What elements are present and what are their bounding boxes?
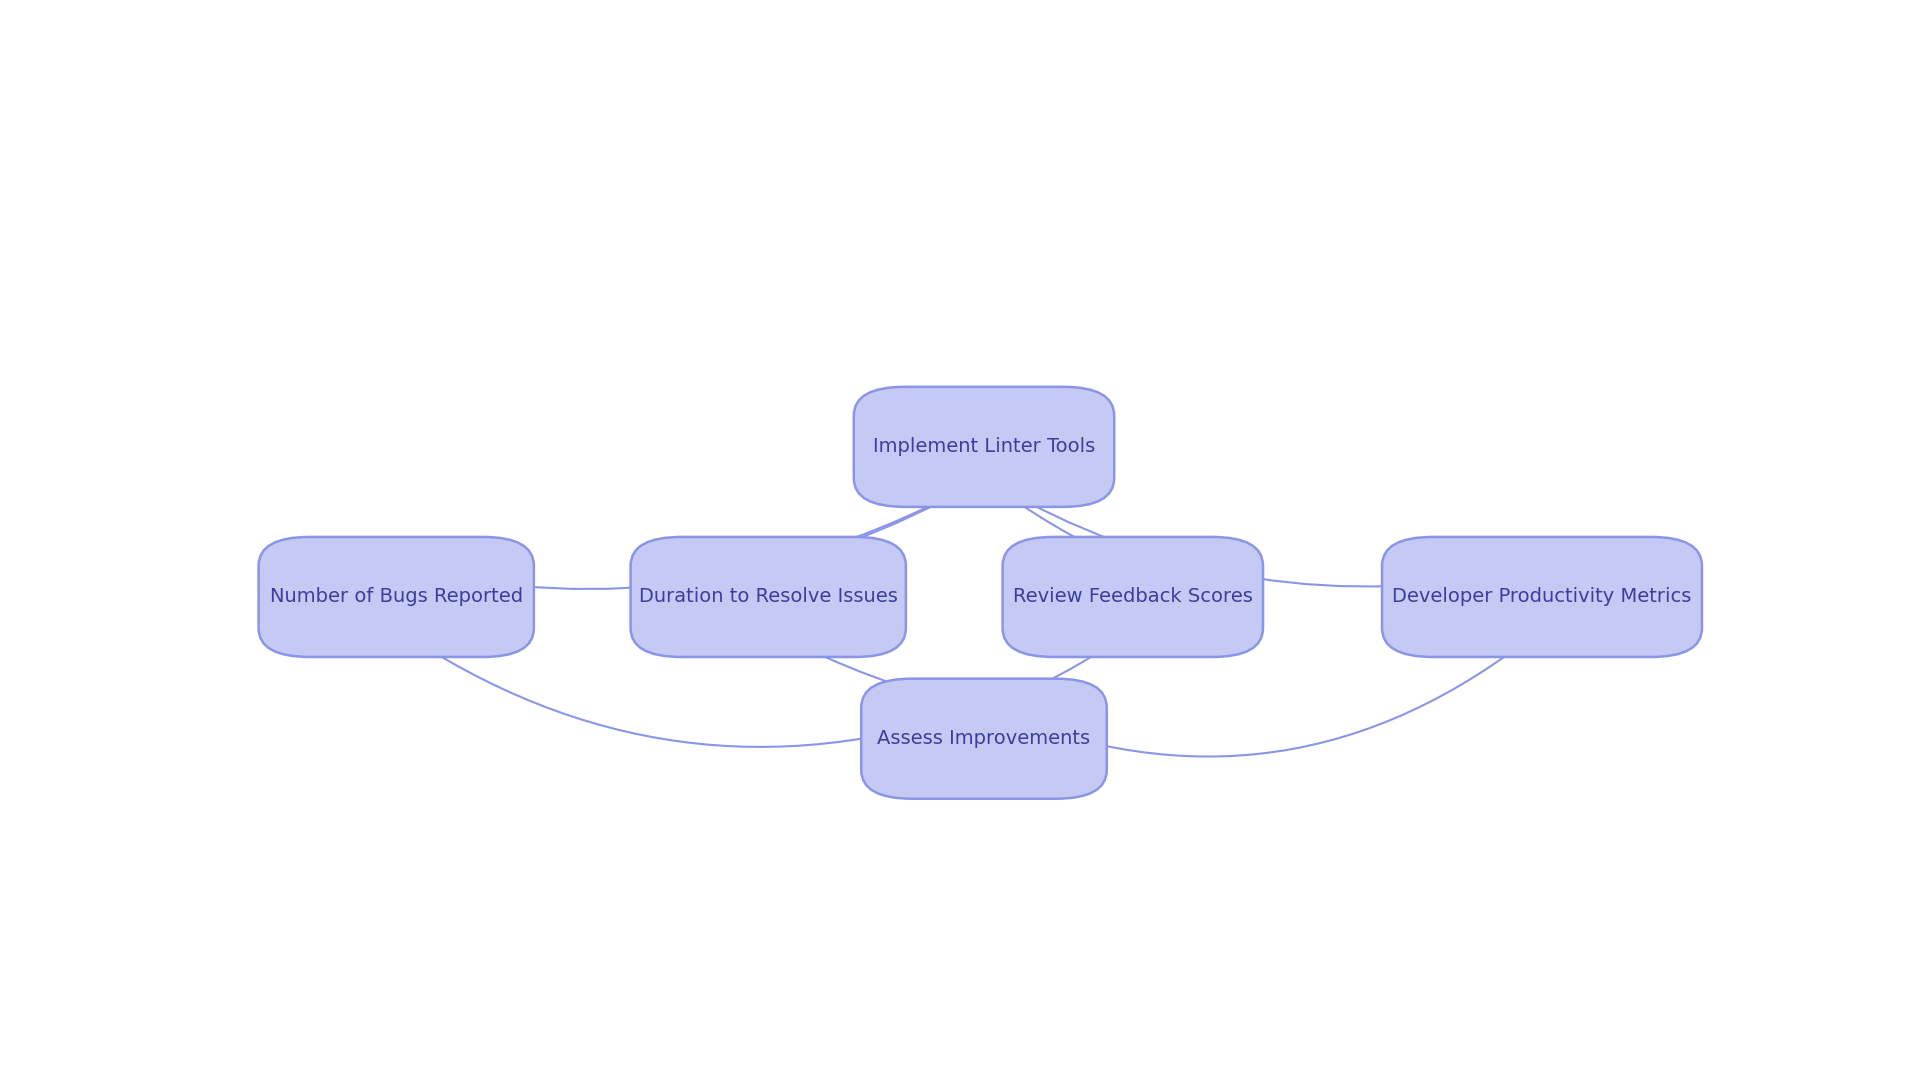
Text: Implement Linter Tools: Implement Linter Tools xyxy=(874,438,1094,456)
FancyBboxPatch shape xyxy=(1382,537,1701,657)
Text: Developer Productivity Metrics: Developer Productivity Metrics xyxy=(1392,587,1692,606)
FancyBboxPatch shape xyxy=(259,537,534,657)
FancyBboxPatch shape xyxy=(1002,537,1263,657)
FancyBboxPatch shape xyxy=(854,387,1114,507)
FancyBboxPatch shape xyxy=(862,679,1106,799)
FancyBboxPatch shape xyxy=(630,537,906,657)
Text: Duration to Resolve Issues: Duration to Resolve Issues xyxy=(639,587,899,606)
Text: Assess Improvements: Assess Improvements xyxy=(877,729,1091,748)
Text: Number of Bugs Reported: Number of Bugs Reported xyxy=(269,587,522,606)
Text: Review Feedback Scores: Review Feedback Scores xyxy=(1014,587,1252,606)
